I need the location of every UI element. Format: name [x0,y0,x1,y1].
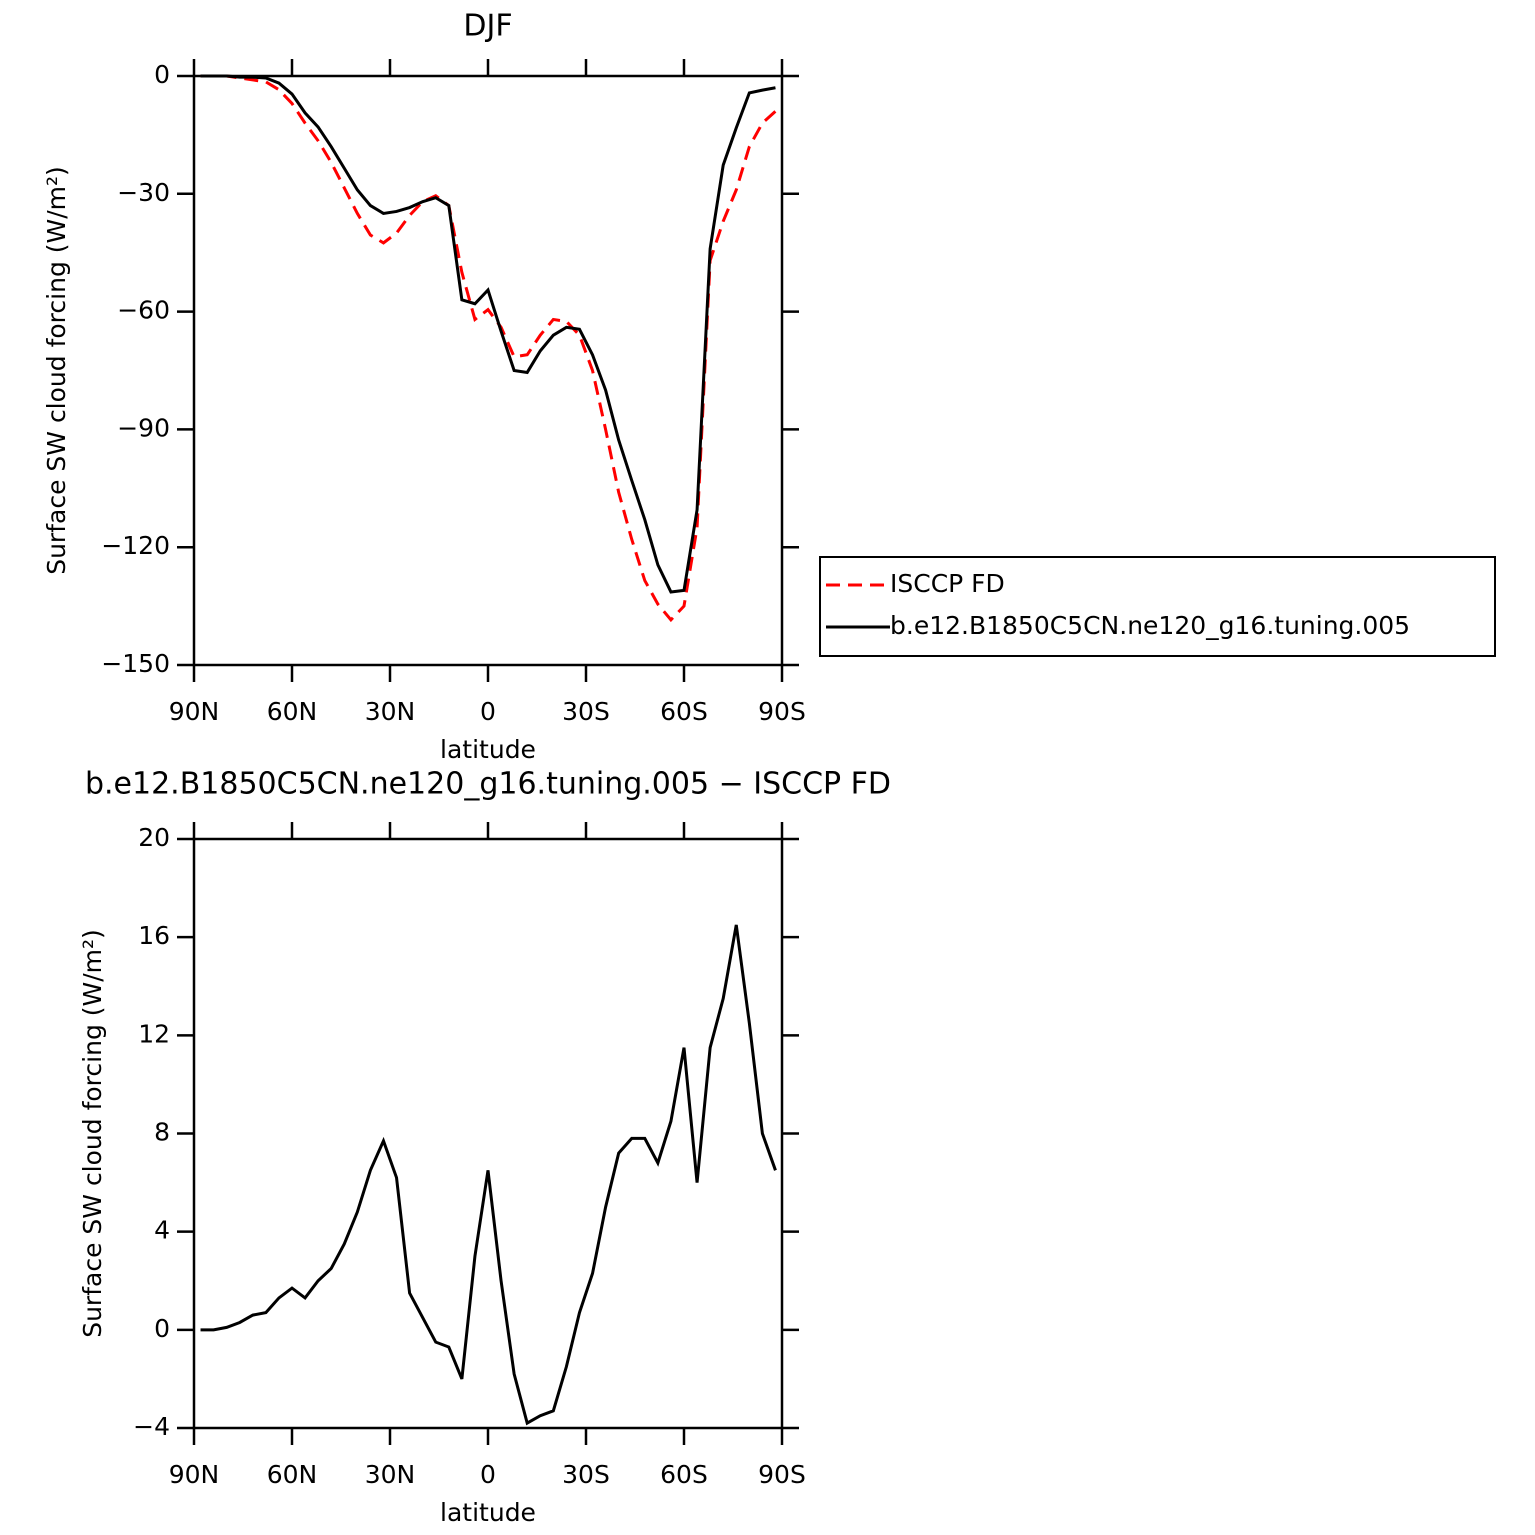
x-axis-label: latitude [440,735,536,764]
x-tick-label: 60N [267,1460,318,1489]
x-tick-label: 30S [562,697,610,726]
x-tick-label: 0 [480,697,496,726]
y-tick-label: 8 [154,1118,170,1147]
y-tick-label: 0 [154,60,170,89]
legend-box [819,556,1496,657]
y-axis-label: Surface SW cloud forcing (W/m²) [42,166,71,575]
x-axis-label: latitude [440,1498,536,1527]
y-tick-label: −120 [101,531,170,560]
y-tick-label: −4 [133,1412,170,1441]
x-tick-label: 30S [562,1460,610,1489]
y-tick-label: 12 [138,1019,170,1048]
series-line [200,924,777,1426]
y-axis-label: Surface SW cloud forcing (W/m²) [78,929,107,1338]
series-line [200,74,777,623]
x-tick-label: 0 [480,1460,496,1489]
x-tick-label: 60S [660,697,708,726]
chart-title: b.e12.B1850C5CN.ne120_g16.tuning.005 − I… [85,767,891,802]
y-tick-label: −90 [117,413,170,442]
x-tick-label: 90N [169,697,220,726]
y-tick-label: −150 [101,649,170,678]
x-tick-label: 30N [365,697,416,726]
legend-label: b.e12.B1850C5CN.ne120_g16.tuning.005 [890,611,1410,640]
y-tick-label: −60 [117,296,170,325]
x-tick-label: 30N [365,1460,416,1489]
plot-frame [192,74,784,667]
chart-title: DJF [463,9,512,44]
x-tick-label: 90S [758,697,806,726]
legend-label: ISCCP FD [890,569,1005,598]
y-tick-label: −30 [117,178,170,207]
y-tick-label: 0 [154,1314,170,1343]
y-tick-label: 20 [138,823,170,852]
x-tick-label: 90S [758,1460,806,1489]
x-tick-label: 90N [169,1460,220,1489]
x-tick-label: 60S [660,1460,708,1489]
y-tick-label: 4 [154,1216,170,1245]
y-tick-label: 16 [138,921,170,950]
series-line [200,74,776,594]
x-tick-label: 60N [267,697,318,726]
